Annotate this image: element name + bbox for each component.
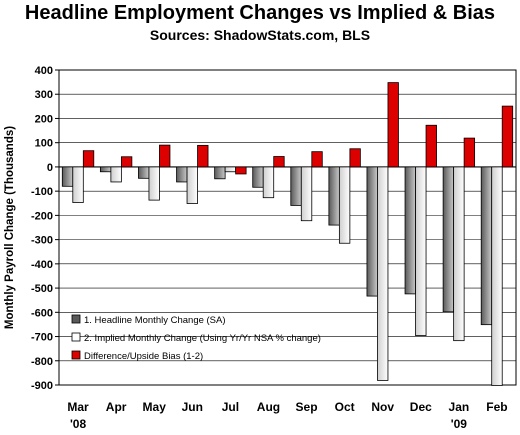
y-axis-label: Monthly Payroll Change (Thousands) — [4, 126, 16, 329]
y-tick-label: -100 — [31, 186, 53, 198]
bar-implied — [415, 166, 427, 336]
bar-bias — [463, 137, 476, 168]
y-tick-label: -300 — [31, 235, 53, 247]
y-tick-label: -700 — [31, 332, 53, 344]
bar-implied — [377, 166, 389, 381]
bar-bias — [159, 144, 171, 168]
x-tick-label: Nov — [371, 400, 394, 414]
bar-bias — [501, 105, 514, 168]
x-tick-label: Jul — [222, 400, 239, 414]
bar-implied — [300, 166, 313, 222]
y-tick-label: 200 — [35, 113, 53, 125]
x-tick-label: Mar — [67, 400, 89, 414]
x-tick-label: Dec — [410, 400, 432, 414]
legend-swatch — [71, 332, 81, 342]
plot-area — [58, 69, 517, 386]
bar-bias — [273, 156, 285, 168]
bar-headline — [99, 166, 112, 173]
bar-bias — [82, 150, 95, 168]
bars-group — [61, 82, 514, 386]
legend: 1. Headline Monthly Change (SA) 2. Implie… — [71, 314, 321, 362]
bar-bias — [311, 151, 323, 168]
legend-swatch — [71, 350, 81, 360]
y-tick-label: -400 — [31, 259, 53, 271]
y-tick-label: -500 — [31, 283, 53, 295]
legend-label: Difference/Upside Bias (1-2) — [84, 351, 203, 362]
bar-implied — [224, 166, 237, 173]
bar-bias — [425, 124, 437, 168]
x-tick-label: Apr — [106, 400, 127, 414]
legend-label: 2. Implied Monthly Change (Using Yr/Yr N… — [84, 333, 321, 344]
x-tick-label: Aug — [257, 400, 280, 414]
y-tick-label: 300 — [35, 89, 53, 101]
chart-subtitle: Sources: ShadowStats.com, BLS — [149, 27, 371, 43]
y-tick-label: -600 — [31, 307, 53, 319]
legend-label: 1. Headline Monthly Change (SA) — [84, 315, 226, 326]
x-tick-sublabel: '08 — [70, 417, 87, 431]
bar-headline — [290, 166, 302, 206]
bar-implied — [110, 166, 122, 183]
legend-swatch — [71, 314, 81, 324]
x-tick-label: Sep — [296, 400, 318, 414]
bar-implied — [148, 166, 160, 201]
bar-bias — [235, 166, 247, 175]
bar-bias — [387, 82, 399, 168]
bar-implied — [453, 166, 465, 342]
bar-implied — [491, 166, 503, 386]
bar-implied — [72, 166, 84, 203]
y-tick-label: -800 — [31, 356, 53, 368]
y-tick-label: 400 — [35, 65, 53, 77]
bar-headline — [328, 166, 340, 226]
bar-implied — [338, 166, 351, 244]
bar-headline — [442, 166, 455, 313]
y-tick-label: 100 — [35, 138, 53, 150]
y-tick-label: 0 — [47, 162, 53, 174]
y-axis-ticks: 400 300 200 100 0 -100 -200 -300 -400 -500 -600 -70… — [31, 65, 59, 392]
chart-title: Headline Employment Changes vs Implied &… — [24, 2, 496, 24]
y-tick-label: -200 — [31, 210, 53, 222]
x-tick-label: Jan — [449, 400, 470, 414]
x-tick-label: Jun — [182, 400, 203, 414]
bar-bias — [197, 144, 209, 168]
bar-headline — [214, 166, 226, 180]
x-tick-label: Feb — [486, 400, 507, 414]
bar-bias — [349, 148, 361, 168]
bar-headline — [61, 166, 74, 187]
bar-headline — [480, 166, 493, 326]
bar-headline — [176, 166, 188, 183]
x-axis-ticks: Mar '08 Apr May Jun Jul Aug Sep Oct Nov Dec Jan '09 F… — [67, 400, 507, 431]
x-tick-sublabel: '09 — [451, 417, 468, 431]
bar-implied — [186, 166, 198, 204]
gridlines — [59, 69, 516, 386]
x-tick-label: May — [143, 400, 167, 414]
bar-bias — [120, 156, 133, 168]
bar-headline — [366, 166, 378, 297]
x-tick-label: Oct — [335, 400, 355, 414]
bar-headline — [404, 166, 416, 295]
bar-headline — [252, 166, 264, 188]
bar-headline — [138, 166, 150, 179]
y-tick-label: -900 — [31, 380, 53, 392]
bar-implied — [262, 166, 275, 199]
